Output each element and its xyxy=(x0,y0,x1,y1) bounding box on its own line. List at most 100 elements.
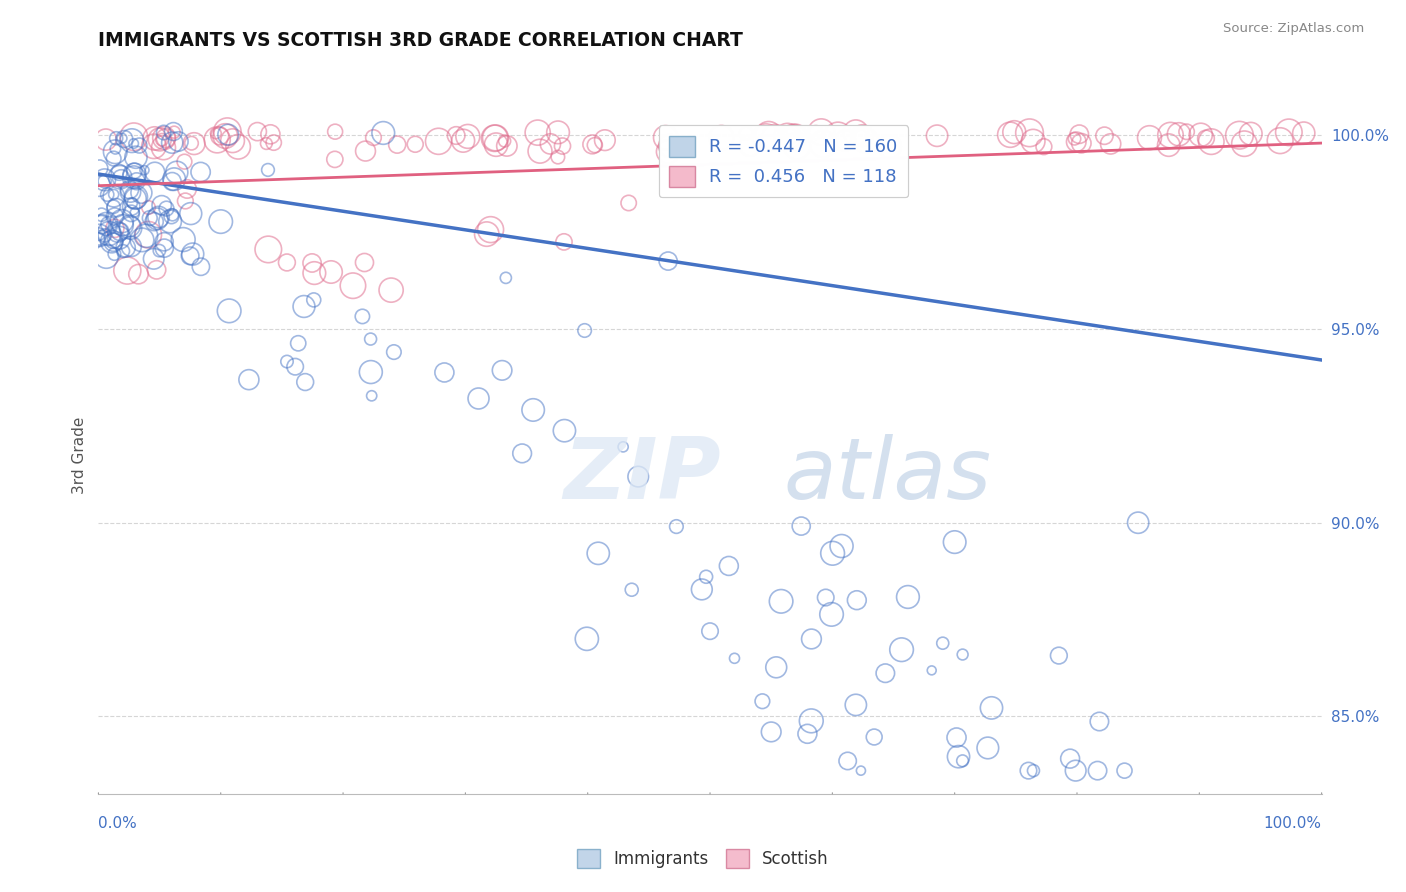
Point xyxy=(114,241,136,255)
Point xyxy=(159,214,181,228)
Point xyxy=(1070,136,1092,151)
Point xyxy=(148,244,170,258)
Point xyxy=(925,128,948,143)
Point xyxy=(690,582,713,597)
Point xyxy=(208,128,231,143)
Point xyxy=(124,164,146,178)
Point xyxy=(124,192,146,206)
Point xyxy=(254,136,277,151)
Point xyxy=(484,131,506,145)
Point xyxy=(1017,764,1039,778)
Point xyxy=(1069,127,1091,141)
Point xyxy=(97,218,120,232)
Point xyxy=(111,214,134,228)
Point xyxy=(152,126,174,140)
Point xyxy=(246,125,269,139)
Point xyxy=(180,136,202,151)
Point xyxy=(302,293,325,307)
Point xyxy=(152,141,174,155)
Point xyxy=(104,210,127,224)
Point xyxy=(770,594,793,608)
Point xyxy=(1167,128,1189,142)
Point xyxy=(755,130,778,145)
Point xyxy=(94,132,117,146)
Text: 0.0%: 0.0% xyxy=(98,816,138,831)
Point xyxy=(155,131,177,145)
Point xyxy=(103,200,125,214)
Point xyxy=(218,303,240,318)
Point xyxy=(855,133,877,147)
Point xyxy=(1099,136,1122,151)
Point xyxy=(723,651,745,665)
Point xyxy=(163,172,186,186)
Point xyxy=(143,165,166,179)
Point xyxy=(131,233,153,247)
Point xyxy=(831,539,853,553)
Legend: R = -0.447   N = 160, R =  0.456   N = 118: R = -0.447 N = 160, R = 0.456 N = 118 xyxy=(658,125,908,197)
Point xyxy=(284,359,307,374)
Point xyxy=(120,206,142,220)
Text: 100.0%: 100.0% xyxy=(1264,816,1322,831)
Point xyxy=(444,128,467,143)
Point xyxy=(166,165,188,179)
Point xyxy=(785,128,807,143)
Point xyxy=(103,189,125,203)
Point xyxy=(1064,135,1087,149)
Point xyxy=(526,126,548,140)
Point xyxy=(699,624,721,639)
Point xyxy=(89,161,111,176)
Point xyxy=(120,200,142,214)
Point xyxy=(574,324,596,338)
Point xyxy=(575,632,598,646)
Point xyxy=(294,375,316,389)
Point xyxy=(93,174,115,188)
Point xyxy=(304,266,326,280)
Point xyxy=(1157,138,1180,153)
Point xyxy=(180,206,202,220)
Point xyxy=(360,332,382,346)
Point xyxy=(740,138,762,153)
Point xyxy=(163,125,186,139)
Text: IMMIGRANTS VS SCOTTISH 3RD GRADE CORRELATION CHART: IMMIGRANTS VS SCOTTISH 3RD GRADE CORRELA… xyxy=(98,31,744,50)
Point xyxy=(221,134,243,148)
Point xyxy=(373,126,395,140)
Point xyxy=(484,131,506,145)
Point xyxy=(800,632,823,646)
Point xyxy=(1063,132,1085,146)
Point xyxy=(127,267,149,281)
Point xyxy=(547,150,569,164)
Point xyxy=(778,129,800,144)
Point xyxy=(1022,764,1045,778)
Point xyxy=(107,225,129,239)
Point xyxy=(87,227,110,242)
Point xyxy=(943,535,966,549)
Point xyxy=(287,336,309,351)
Point xyxy=(845,125,868,139)
Point xyxy=(108,170,131,185)
Point xyxy=(551,139,574,153)
Point xyxy=(103,234,125,248)
Point xyxy=(845,698,868,712)
Point xyxy=(125,190,148,204)
Point xyxy=(1175,125,1198,139)
Point xyxy=(205,126,228,140)
Point xyxy=(121,134,143,148)
Point xyxy=(588,546,610,560)
Point xyxy=(848,129,870,144)
Point xyxy=(1022,134,1045,148)
Point xyxy=(811,136,834,151)
Point xyxy=(142,252,165,266)
Text: ZIP: ZIP xyxy=(564,434,721,516)
Point xyxy=(404,137,426,152)
Text: atlas: atlas xyxy=(783,434,991,516)
Point xyxy=(776,129,799,144)
Point xyxy=(952,754,974,768)
Point xyxy=(735,126,758,140)
Point xyxy=(352,310,374,324)
Point xyxy=(845,593,868,607)
Point xyxy=(495,271,517,285)
Point xyxy=(710,130,733,145)
Point xyxy=(849,764,872,778)
Point xyxy=(217,125,239,139)
Point xyxy=(257,163,280,178)
